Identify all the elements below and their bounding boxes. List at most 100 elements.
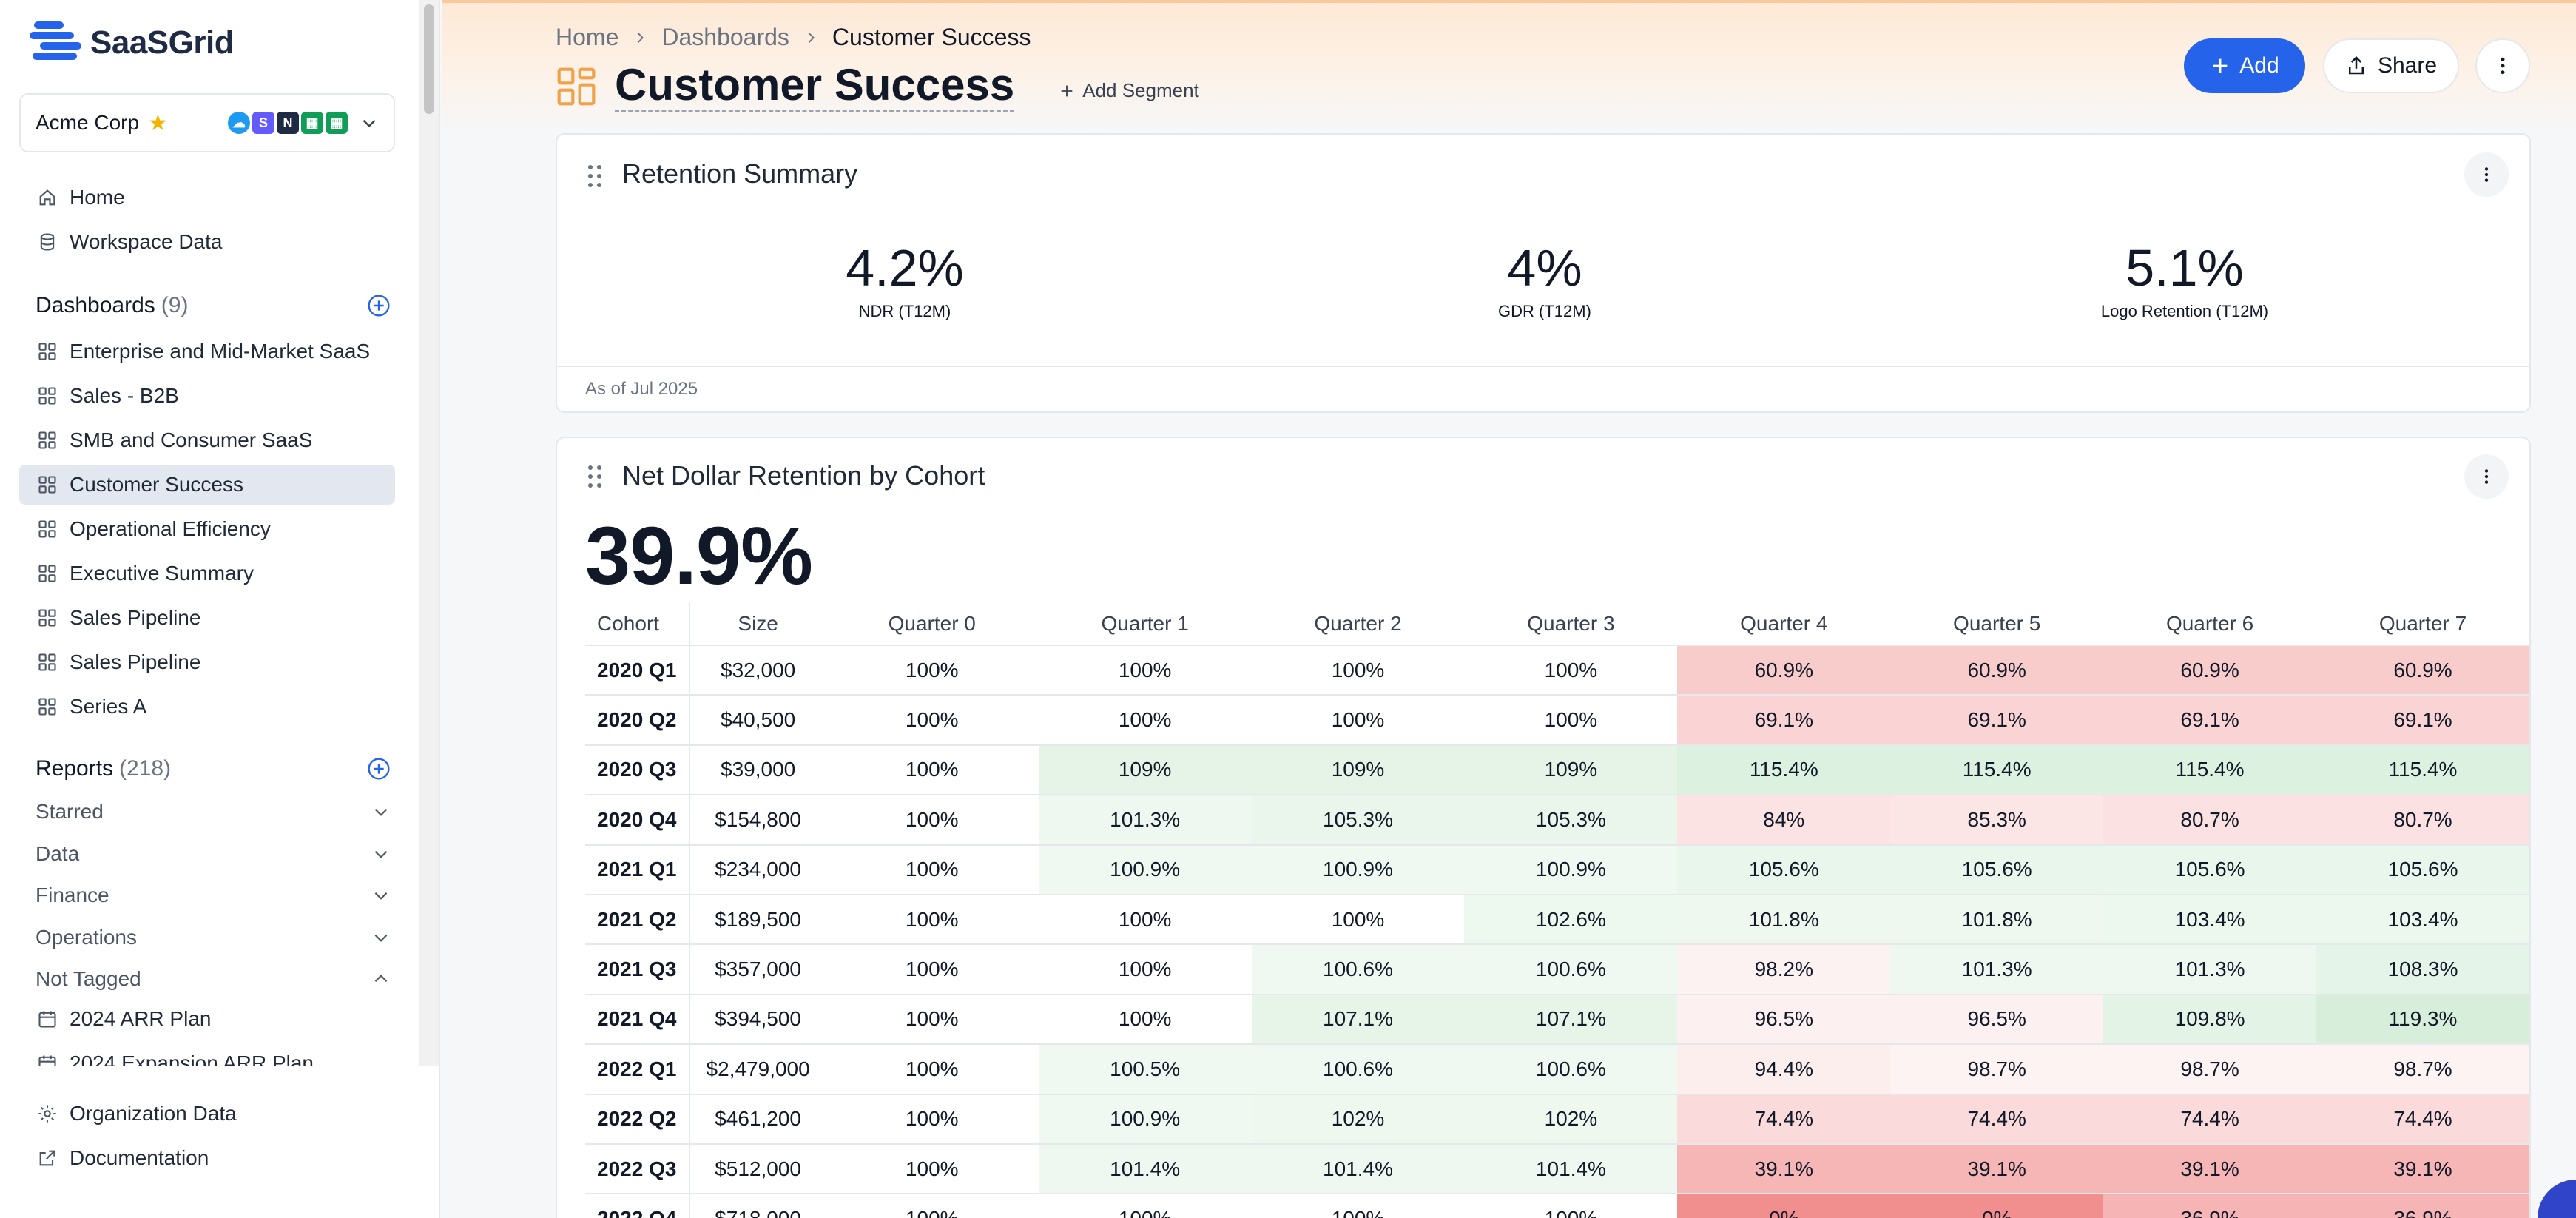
retention-cell: 100% (1251, 695, 1465, 746)
cohort-size-cell: $234,000 (689, 844, 826, 895)
report-group[interactable]: Finance (36, 877, 391, 914)
calendar-icon (38, 1011, 56, 1028)
column-header[interactable]: Quarter 4 (1677, 602, 1891, 646)
retention-cell: 100.6% (1464, 944, 1678, 995)
sidebar-item-report[interactable]: 2024 ARR Plan (19, 999, 395, 1039)
sidebar-item-label: Sales Pipeline (70, 650, 201, 673)
dashboard-grid-icon (38, 520, 56, 538)
dashboard-grid-icon (38, 698, 56, 716)
retention-cell: 105.3% (1251, 795, 1465, 846)
column-header[interactable]: Quarter 6 (2103, 602, 2317, 646)
sidebar-item-dashboard[interactable]: Executive Summary (19, 554, 395, 593)
app-logo[interactable]: SaaSGrid (30, 19, 235, 67)
column-header[interactable]: Cohort (585, 602, 691, 646)
nav-docs-label: Documentation (70, 1146, 209, 1169)
report-group[interactable]: Operations (36, 919, 391, 956)
drag-handle-icon[interactable] (587, 465, 603, 488)
column-header[interactable]: Quarter 0 (825, 602, 1039, 646)
star-icon[interactable]: ★ (148, 110, 168, 135)
sidebar-scrollbar-thumb[interactable] (424, 4, 434, 114)
nav-documentation[interactable]: Documentation (19, 1138, 395, 1178)
sidebar-item-dashboard[interactable]: Series A (19, 687, 395, 727)
share-button[interactable]: Share (2323, 38, 2459, 93)
table-row[interactable]: 2022 Q2 $461,200 100% 100.9% 102% 102% 74.4% 74… (585, 1094, 2529, 1145)
nav-organization-data[interactable]: Organization Data (19, 1094, 395, 1134)
org-switcher[interactable]: Acme Corp ★ ☁ S N ▦ ▦ (19, 93, 395, 152)
table-row[interactable]: 2021 Q2 $189,500 100% 100% 100% 102.6% 101.8% 1… (585, 894, 2529, 946)
table-row[interactable]: 2020 Q4 $154,800 100% 101.3% 105.3% 105.3% 84%… (585, 795, 2529, 846)
breadcrumb-home[interactable]: Home (556, 24, 619, 50)
retention-cell: 100% (825, 944, 1039, 995)
retention-cell: 100.9% (1464, 844, 1678, 895)
retention-cell: 98.7% (1890, 1044, 2104, 1095)
ndr-card-menu-button[interactable] (2464, 454, 2509, 499)
cohort-label-cell: 2022 Q2 (585, 1094, 691, 1145)
retention-cell: 100.9% (1038, 844, 1252, 895)
report-group[interactable]: Data (36, 835, 391, 872)
sidebar-item-dashboard[interactable]: Enterprise and Mid-Market SaaS (19, 332, 395, 371)
sidebar-item-dashboard[interactable]: Sales Pipeline (19, 642, 395, 682)
nav-workspace-data[interactable]: Workspace Data (19, 222, 395, 262)
cohort-label-cell: 2021 Q1 (585, 844, 691, 895)
retention-card-menu-button[interactable] (2464, 152, 2509, 197)
metric-ndr: 4.2% NDR (T12M) (683, 238, 1127, 321)
sidebar-item-dashboard[interactable]: Operational Efficiency (19, 509, 395, 549)
retention-cell: 100% (1038, 645, 1252, 696)
table-row[interactable]: 2021 Q4 $394,500 100% 100% 107.1% 107.1% 96.5%… (585, 994, 2529, 1046)
retention-cell: 100% (825, 894, 1039, 946)
table-row[interactable]: 2022 Q3 $512,000 100% 101.4% 101.4% 101.4% 39.… (585, 1143, 2529, 1195)
column-header[interactable]: Quarter 7 (2316, 602, 2529, 646)
table-row[interactable]: 2022 Q4$718,000100%100%100%100%0%0%36.9%… (585, 1194, 2529, 1218)
column-header[interactable]: Quarter 1 (1038, 602, 1252, 646)
table-row[interactable]: 2020 Q1 $32,000 100% 100% 100% 100% 60.9% 60.9%… (585, 645, 2529, 696)
chevron-down-icon (374, 892, 388, 900)
retention-cell: 85.3% (1890, 795, 2104, 846)
sidebar-item-dashboard[interactable]: SMB and Consumer SaaS (19, 420, 395, 460)
table-row[interactable]: 2022 Q1 $2,479,000 100% 100.5% 100.6% 100.6% 9… (585, 1044, 2529, 1095)
add-dashboard-icon[interactable] (367, 294, 391, 317)
report-group[interactable]: Starred (36, 793, 391, 830)
sidebar-item-dashboard[interactable]: Sales Pipeline (19, 598, 395, 638)
breadcrumb-dashboards[interactable]: Dashboards (661, 24, 789, 50)
column-header[interactable]: Quarter 2 (1251, 602, 1465, 646)
nav-home[interactable]: Home (19, 178, 395, 218)
retention-cell: 60.9% (2316, 645, 2529, 696)
retention-cell: 100% (1464, 695, 1678, 746)
add-segment-button[interactable]: Add Segment (1059, 79, 1199, 102)
retention-summary-card: Retention Summary 4.2% NDR (T12M) 4% GDR… (556, 133, 2531, 413)
title-row: Customer Success Add Segment (556, 61, 1199, 112)
add-button[interactable]: Add (2184, 38, 2305, 93)
column-header[interactable]: Quarter 3 (1464, 602, 1678, 646)
sidebar-item-label: 2024 ARR Plan (70, 1007, 212, 1030)
nav-home-label: Home (70, 186, 125, 209)
column-header[interactable]: Size (689, 602, 826, 646)
retention-cell: 100% (1251, 1194, 1465, 1218)
sidebar-item-dashboard[interactable]: Sales - B2B (19, 376, 395, 416)
retention-cell: 100% (825, 1194, 1039, 1218)
table-row[interactable]: 2021 Q1 $234,000 100% 100.9% 100.9% 100.9% 105… (585, 844, 2529, 895)
cohort-size-cell: $40,500 (689, 695, 826, 746)
chevron-down-icon (374, 850, 388, 858)
retention-cell: 105.6% (2316, 844, 2529, 895)
help-widget[interactable] (2538, 1180, 2576, 1218)
sidebar-scrollbar[interactable] (419, 0, 439, 1066)
report-group[interactable]: Not Tagged (36, 960, 391, 997)
sidebar-item-dashboard[interactable]: Customer Success (19, 465, 395, 505)
more-options-button[interactable] (2475, 38, 2530, 93)
table-row[interactable]: 2021 Q3 $357,000 100% 100% 100.6% 100.6% 98.2%… (585, 944, 2529, 995)
drag-handle-icon[interactable] (587, 164, 603, 188)
retention-cell: 100% (1038, 695, 1252, 746)
dashboard-grid-icon (38, 565, 56, 582)
page-title[interactable]: Customer Success (615, 61, 1015, 112)
retention-cell: 100% (825, 744, 1039, 796)
org-name: Acme Corp (36, 111, 140, 134)
table-row[interactable]: 2020 Q3 $39,000 100% 109% 109% 109% 115.4% 115.… (585, 744, 2529, 796)
retention-cell: 115.4% (1677, 744, 1891, 796)
database-icon (40, 233, 55, 251)
column-header[interactable]: Quarter 5 (1890, 602, 2104, 646)
metric-gdr-label: GDR (T12M) (1498, 302, 1591, 320)
retention-cell: 101.3% (2103, 944, 2317, 995)
cohort-label-cell: 2022 Q3 (585, 1143, 691, 1195)
table-row[interactable]: 2020 Q2 $40,500 100% 100% 100% 100% 69.1% 69.1%… (585, 695, 2529, 746)
add-report-icon[interactable] (367, 757, 391, 781)
